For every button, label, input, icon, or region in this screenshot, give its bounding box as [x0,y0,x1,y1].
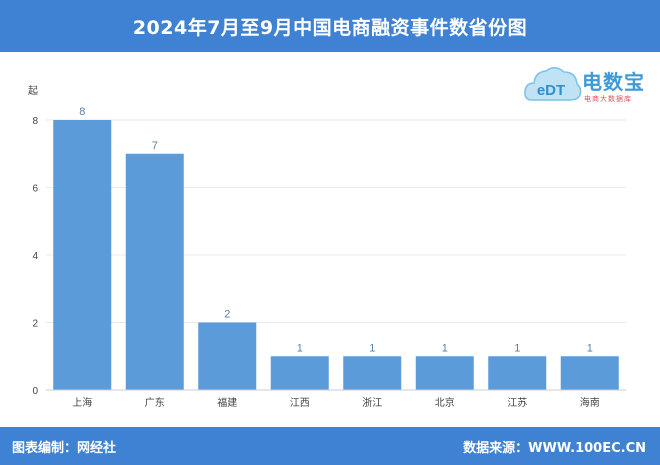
bar [488,356,547,390]
cloud-logo-icon: eDT [524,67,582,101]
logo-name: 电数宝 [582,70,645,94]
bar [343,356,402,390]
x-tick-label: 北京 [435,396,455,409]
chart-area: 0 2 4 6 8 起 8 上海 7 广东 2 福建 1 江西 1 浙江 1 北京 1 江苏 1 海南 eDT 电数宝 电… [0,52,660,427]
logo-icon-text: eDT [537,82,565,99]
x-tick-label: 上海 [72,396,92,409]
data-label: 1 [369,342,375,354]
bar [270,356,329,390]
data-label: 8 [79,106,85,118]
y-tick-label: 2 [32,319,38,330]
bar [560,356,619,390]
data-label: 1 [514,342,520,354]
data-label: 7 [152,140,158,152]
footer-credit: 图表编制：网经社 [12,441,117,456]
x-tick-label: 海南 [580,396,600,409]
x-tick-label: 江苏 [507,396,527,409]
y-tick-label: 8 [32,116,38,127]
data-label: 2 [224,309,230,321]
chart-title: 2024年7月至9月中国电商融资事件数省份图 [132,16,528,39]
x-tick-label: 浙江 [362,397,382,409]
x-tick-label: 广东 [145,396,165,409]
data-label: 1 [297,342,303,354]
y-tick-label: 6 [32,184,38,195]
bar [198,322,257,390]
bar [125,153,184,390]
footer-bar: 图表编制：网经社 数据来源：WWW.100EC.CN [0,427,660,465]
chart-title-bar: 2024年7月至9月中国电商融资事件数省份图 [0,0,660,52]
data-label: 1 [442,342,448,354]
y-tick-label: 0 [32,386,38,397]
x-tick-label: 福建 [217,396,237,409]
footer-source: 数据来源：WWW.100EC.CN [463,441,646,456]
x-tick-label: 江西 [290,397,310,409]
bar-chart: 0 2 4 6 8 起 8 上海 7 广东 2 福建 1 江西 1 浙江 1 北京 1 江苏 1 海南 [28,85,626,409]
y-axis-label: 起 [28,85,38,97]
data-label: 1 [587,342,593,354]
bar [53,120,112,390]
edt-logo: eDT 电数宝 电商大数据库 [522,60,654,112]
bar [415,356,474,390]
y-tick-label: 4 [32,251,38,262]
logo-tagline: 电商大数据库 [584,95,632,103]
